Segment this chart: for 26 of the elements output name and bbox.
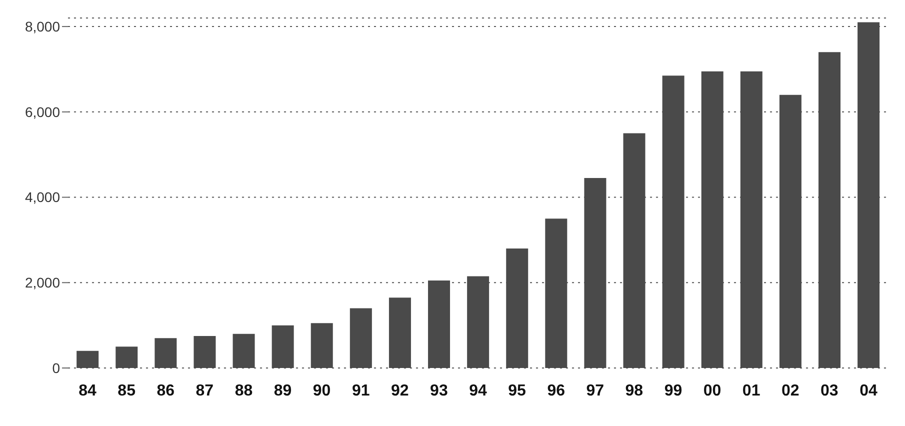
- x-tick-label: 84: [78, 382, 97, 400]
- x-tick-label: 03: [820, 382, 838, 400]
- x-tick-label: 98: [625, 382, 644, 400]
- x-tick-label: 89: [274, 382, 292, 400]
- x-tick-label: 85: [118, 382, 136, 400]
- x-tick-label: 91: [352, 382, 370, 400]
- x-tick-label: 90: [312, 382, 331, 400]
- x-tick-label: 02: [781, 382, 800, 400]
- x-tick-label: 99: [664, 382, 682, 400]
- y-tick-label: 0: [52, 360, 60, 376]
- x-tick-label: 87: [196, 382, 214, 400]
- x-tick-label: 88: [234, 382, 253, 400]
- y-tick-label: 8,000: [24, 18, 60, 35]
- y-tick-label: 6,000: [24, 104, 60, 120]
- x-tick-label: 93: [430, 382, 448, 400]
- y-tick-label: 4,000: [24, 189, 60, 206]
- x-tick-label: 04: [860, 382, 878, 400]
- x-tick-label: 01: [742, 382, 760, 400]
- x-tick-label: 97: [586, 382, 604, 400]
- x-tick-label: 96: [547, 382, 566, 400]
- y-tick-label: 2,000: [24, 274, 60, 291]
- x-tick-label: 86: [156, 382, 175, 400]
- x-tick-label: 92: [391, 382, 409, 400]
- x-tick-label: 95: [508, 382, 526, 400]
- x-tick-label: 94: [469, 382, 487, 400]
- x-tick-label: 00: [703, 382, 722, 400]
